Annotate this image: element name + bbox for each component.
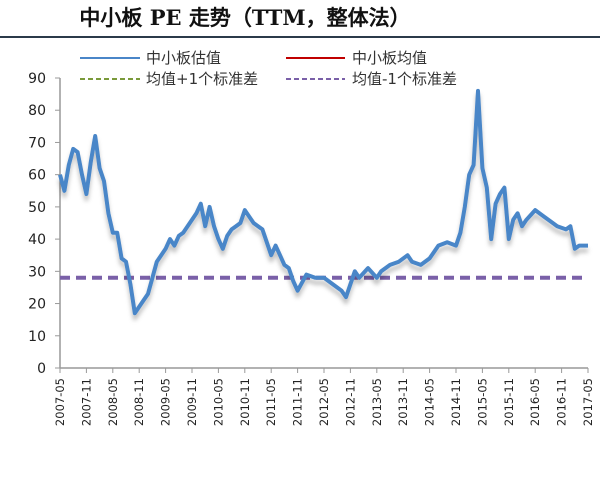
- y-tick-label: 50: [28, 200, 46, 216]
- x-tick-label: 2007-05: [53, 378, 67, 426]
- legend-label-minus-sd: 均值-1个标准差: [352, 70, 457, 88]
- y-tick-label: 0: [37, 361, 46, 377]
- x-tick-label: 2015-05: [475, 378, 489, 426]
- legend-label-valuation: 中小板估值: [146, 49, 221, 67]
- chart-title: 中小板 PE 走势（TTM，整体法）: [79, 5, 411, 30]
- x-tick-label: 2008-05: [106, 378, 120, 426]
- y-tick-label: 70: [28, 135, 46, 151]
- y-tick-label: 40: [28, 232, 46, 248]
- x-tick-label: 2009-05: [159, 378, 173, 426]
- legend-label-mean: 中小板均值: [352, 49, 427, 67]
- x-tick-label: 2016-11: [555, 378, 569, 426]
- x-tick-label: 2012-11: [343, 378, 357, 426]
- y-tick-label: 60: [28, 168, 46, 184]
- x-tick-label: 2013-11: [396, 378, 410, 426]
- x-tick-label: 2010-05: [211, 378, 225, 426]
- x-tick-label: 2014-11: [449, 378, 463, 426]
- x-tick-label: 2009-11: [185, 378, 199, 426]
- y-tick-label: 30: [28, 264, 46, 280]
- y-tick-label: 10: [28, 329, 46, 345]
- legend-label-plus-sd: 均值+1个标准差: [146, 70, 258, 88]
- x-tick-label: 2016-05: [528, 378, 542, 426]
- y-tick-label: 80: [28, 103, 46, 119]
- x-tick-label: 2007-11: [79, 378, 93, 426]
- y-tick-label: 20: [28, 297, 46, 313]
- x-tick-label: 2013-05: [370, 378, 384, 426]
- x-tick-label: 2017-05: [581, 378, 595, 426]
- x-tick-label: 2014-05: [423, 378, 437, 426]
- title-divider: [0, 36, 600, 38]
- valuation-series-line: [58, 88, 588, 316]
- x-tick-label: 2015-11: [502, 378, 516, 426]
- x-tick-label: 2012-05: [317, 378, 331, 426]
- x-tick-label: 2010-11: [238, 378, 252, 426]
- x-tick-label: 2011-05: [264, 378, 278, 426]
- legend: 中小板估值 中小板均值 均值+1个标准差 均值-1个标准差: [80, 49, 457, 88]
- x-tick-label: 2011-11: [291, 378, 305, 426]
- y-tick-label: 90: [28, 71, 46, 87]
- x-tick-label: 2008-11: [132, 378, 146, 426]
